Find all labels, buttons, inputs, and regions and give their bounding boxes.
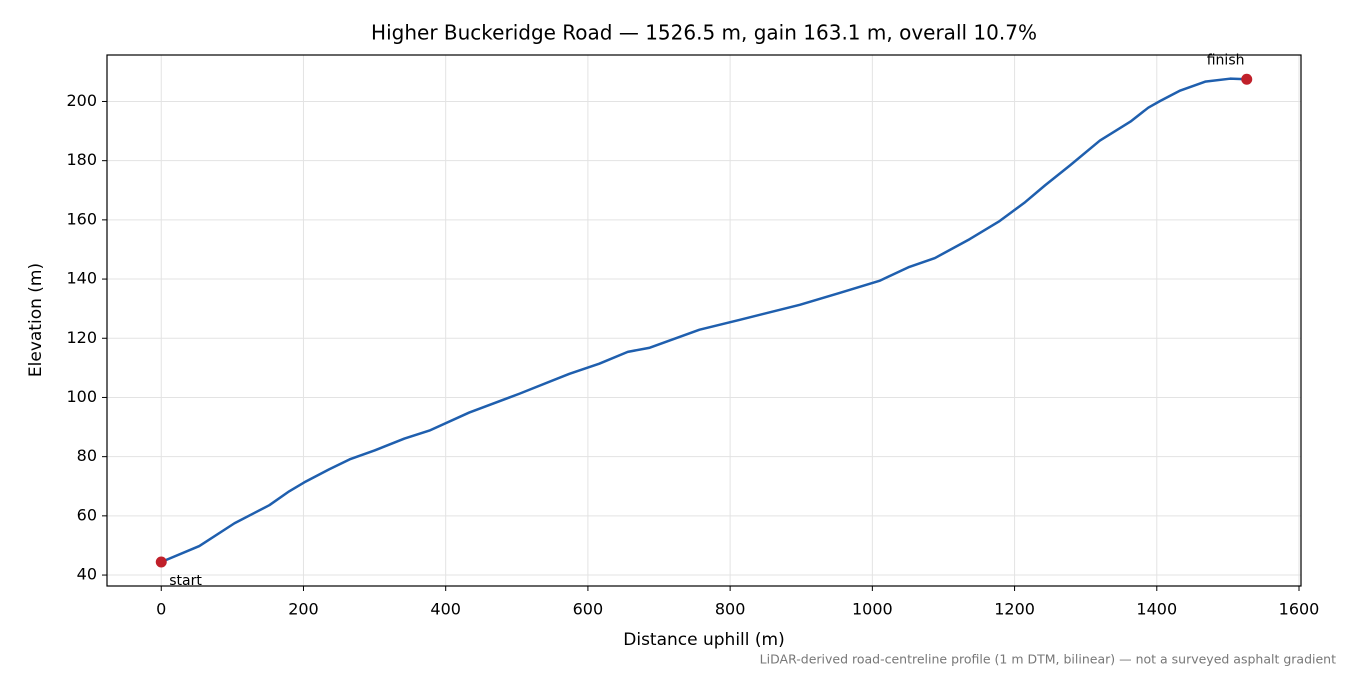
y-tick-label: 200 [66,91,97,110]
x-tick-label: 800 [715,600,746,619]
x-axis-label: Distance uphill (m) [623,630,784,650]
chart-title: Higher Buckeridge Road — 1526.5 m, gain … [371,21,1037,45]
x-tick-label: 1400 [1136,600,1177,619]
endpoint-marker [1241,73,1253,85]
y-tick-label: 100 [66,387,97,406]
y-tick-label: 60 [77,505,97,524]
x-tick-label: 1200 [994,600,1035,619]
y-tick-label: 80 [77,446,97,465]
y-tick-label: 160 [66,209,97,228]
endpoint-label: finish [1207,52,1245,68]
x-tick-label: 200 [288,600,319,619]
y-axis-label: Elevation (m) [26,263,46,377]
y-tick-label: 140 [66,269,97,288]
x-tick-label: 1600 [1279,600,1320,619]
x-tick-label: 1000 [852,600,893,619]
y-tick-label: 40 [77,565,97,584]
endpoint-marker [155,556,167,568]
plot-frame [106,54,1302,587]
footnote: LiDAR-derived road-centreline profile (1… [760,652,1336,667]
y-tick-label: 120 [66,328,97,347]
elevation-line [160,77,1247,564]
x-tick-label: 600 [573,600,604,619]
y-tick-label: 180 [66,150,97,169]
x-tick-label: 400 [430,600,461,619]
endpoint-label: start [169,573,202,589]
x-tick-label: 0 [156,600,166,619]
